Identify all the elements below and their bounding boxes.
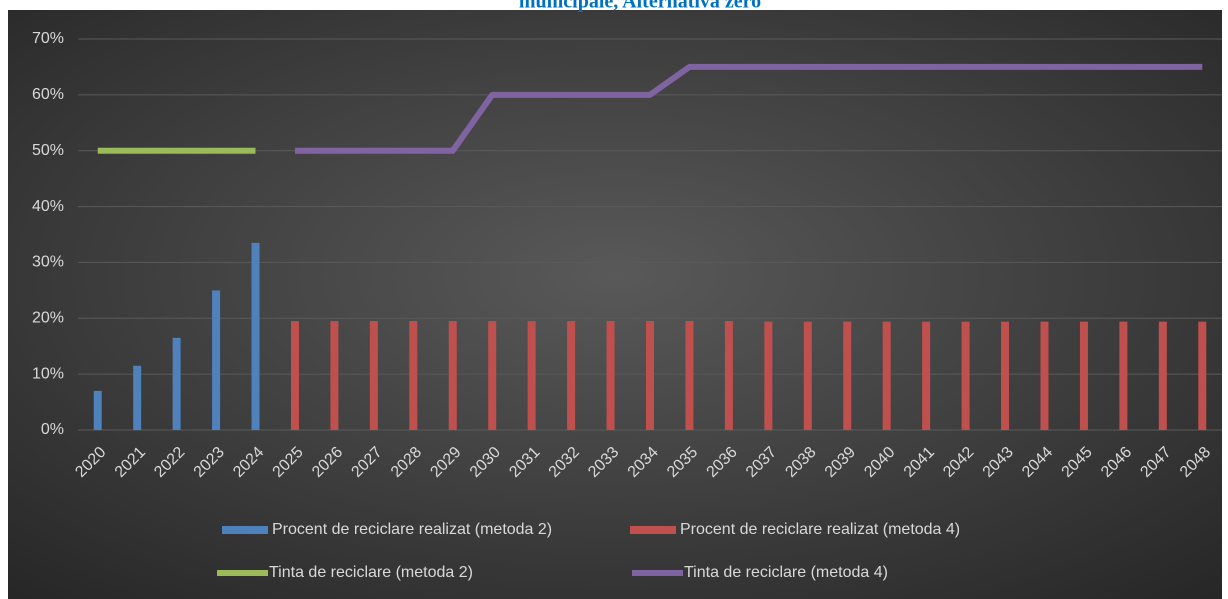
bar: [212, 290, 221, 430]
legend-label: Tinta de reciclare (metoda 4): [684, 564, 888, 581]
bar: [133, 365, 142, 430]
y-tick-label: 10%: [32, 365, 64, 382]
bar: [922, 321, 931, 430]
bar: [882, 321, 891, 430]
bar: [567, 321, 576, 430]
legend-label: Procent de reciclare realizat (metoda 4): [680, 521, 960, 538]
bar: [1119, 321, 1128, 430]
bar: [1198, 321, 1207, 430]
chart-title: municipale, Alternativa zero: [519, 0, 761, 13]
y-tick-label: 40%: [32, 198, 64, 215]
y-tick-label: 0%: [41, 421, 64, 438]
y-tick-label: 60%: [32, 86, 64, 103]
legend-swatch: [630, 526, 676, 534]
y-tick-label: 30%: [32, 254, 64, 271]
bar: [290, 321, 299, 430]
bar: [1079, 321, 1088, 430]
bar: [330, 321, 339, 430]
bar: [843, 321, 852, 430]
y-tick-label: 50%: [32, 142, 64, 159]
y-tick-label: 20%: [32, 310, 64, 327]
bar: [1040, 321, 1049, 430]
bar: [803, 321, 812, 430]
bar: [251, 242, 260, 430]
page-strip: [0, 0, 1228, 10]
legend-label: Procent de reciclare realizat (metoda 2): [272, 521, 552, 538]
bar: [172, 337, 181, 430]
bar: [961, 321, 970, 430]
y-tick-label: 70%: [32, 30, 64, 47]
bar: [409, 321, 418, 430]
bar: [488, 321, 497, 430]
bar: [606, 321, 615, 430]
bar: [448, 321, 457, 430]
legend-label: Tinta de reciclare (metoda 2): [269, 564, 473, 581]
bar: [93, 390, 102, 430]
bar: [724, 321, 733, 430]
bar: [369, 321, 378, 430]
plot-background: [8, 10, 1222, 599]
bar: [685, 321, 694, 430]
line: [294, 63, 1203, 154]
bar: [646, 321, 654, 430]
bar: [527, 321, 536, 430]
bar: [1001, 321, 1010, 430]
bar: [764, 321, 773, 430]
legend-swatch: [222, 526, 268, 534]
bar: [1158, 321, 1167, 430]
